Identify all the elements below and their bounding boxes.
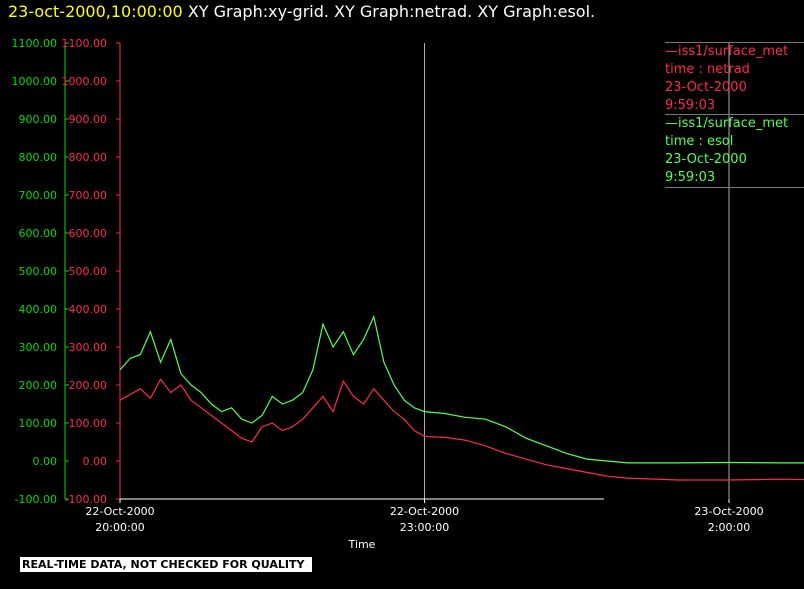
header-timestamp: 23-oct-2000,10:00:00 [8,2,183,21]
y-tick-label-netrad: 500.00 [69,265,108,278]
y-tick-label-esol: 200.00 [19,379,58,392]
y-tick-label-esol: 700.00 [19,189,58,202]
x-tick-label-time: 2:00:00 [708,521,750,534]
legend-separator [665,187,804,188]
legend-esol-source: —iss1/surface_met [665,116,789,131]
series-line-netrad [119,378,804,481]
y-tick-label-esol: 400.00 [19,303,58,316]
y-tick-label-netrad: 900.00 [69,113,108,126]
legend-netrad-variable: time : netrad [665,62,750,77]
legend-esol-time: 9:59:03 [665,170,716,185]
legend-esol-variable: time : esol [665,134,734,149]
legend-netrad-source: —iss1/surface_met [665,44,789,59]
legend-netrad: —iss1/surface_met time : netrad 23-Oct-2… [665,42,804,115]
y-tick-label-esol: 300.00 [19,341,58,354]
legend-esol-date: 23-Oct-2000 [665,152,747,167]
y-tick-label-netrad: 0.00 [83,455,108,468]
chart-header: 23-oct-2000,10:00:00 XY Graph:xy-grid. X… [8,2,595,22]
y-tick-label-netrad: 100.00 [69,417,108,430]
y-tick-label-netrad: -100.00 [65,493,107,506]
legend-esol: —iss1/surface_met time : esol 23-Oct-200… [665,114,804,188]
legend-netrad-time: 9:59:03 [665,98,716,113]
legend-separator [665,114,804,115]
legend-netrad-date: 23-Oct-2000 [665,80,747,95]
quality-disclaimer: REAL-TIME DATA, NOT CHECKED FOR QUALITY [20,557,313,572]
y-tick-label-esol: 1100.00 [12,37,58,50]
y-tick-label-netrad: 300.00 [69,341,108,354]
y-tick-label-esol: 1000.00 [12,75,58,88]
y-tick-label-netrad: 200.00 [69,379,108,392]
y-tick-label-netrad: 1100.00 [62,37,108,50]
y-tick-label-netrad: 600.00 [69,227,108,240]
x-tick-label-time: 20:00:00 [95,521,144,534]
y-tick-label-esol: 0.00 [33,455,58,468]
y-tick-label-esol: 600.00 [19,227,58,240]
header-graph-list: XY Graph:xy-grid. XY Graph:netrad. XY Gr… [187,2,596,21]
y-tick-label-esol: 500.00 [19,265,58,278]
y-tick-label-netrad: 1000.00 [62,75,108,88]
y-tick-label-netrad: 400.00 [69,303,108,316]
y-tick-label-esol: 900.00 [19,113,58,126]
x-axis-title: Time [348,538,376,551]
y-tick-label-esol: 800.00 [19,151,58,164]
legend-separator [665,42,804,43]
x-tick-label-date: 22-Oct-2000 [85,505,154,518]
y-tick-label-esol: 100.00 [19,417,58,430]
series-line-esol [119,314,804,464]
x-tick-label-time: 23:00:00 [400,521,449,534]
y-tick-label-netrad: 800.00 [69,151,108,164]
y-tick-label-esol: -100.00 [15,493,57,506]
y-tick-label-netrad: 700.00 [69,189,108,202]
x-tick-label-date: 22-Oct-2000 [390,505,459,518]
x-tick-label-date: 23-Oct-2000 [694,505,763,518]
